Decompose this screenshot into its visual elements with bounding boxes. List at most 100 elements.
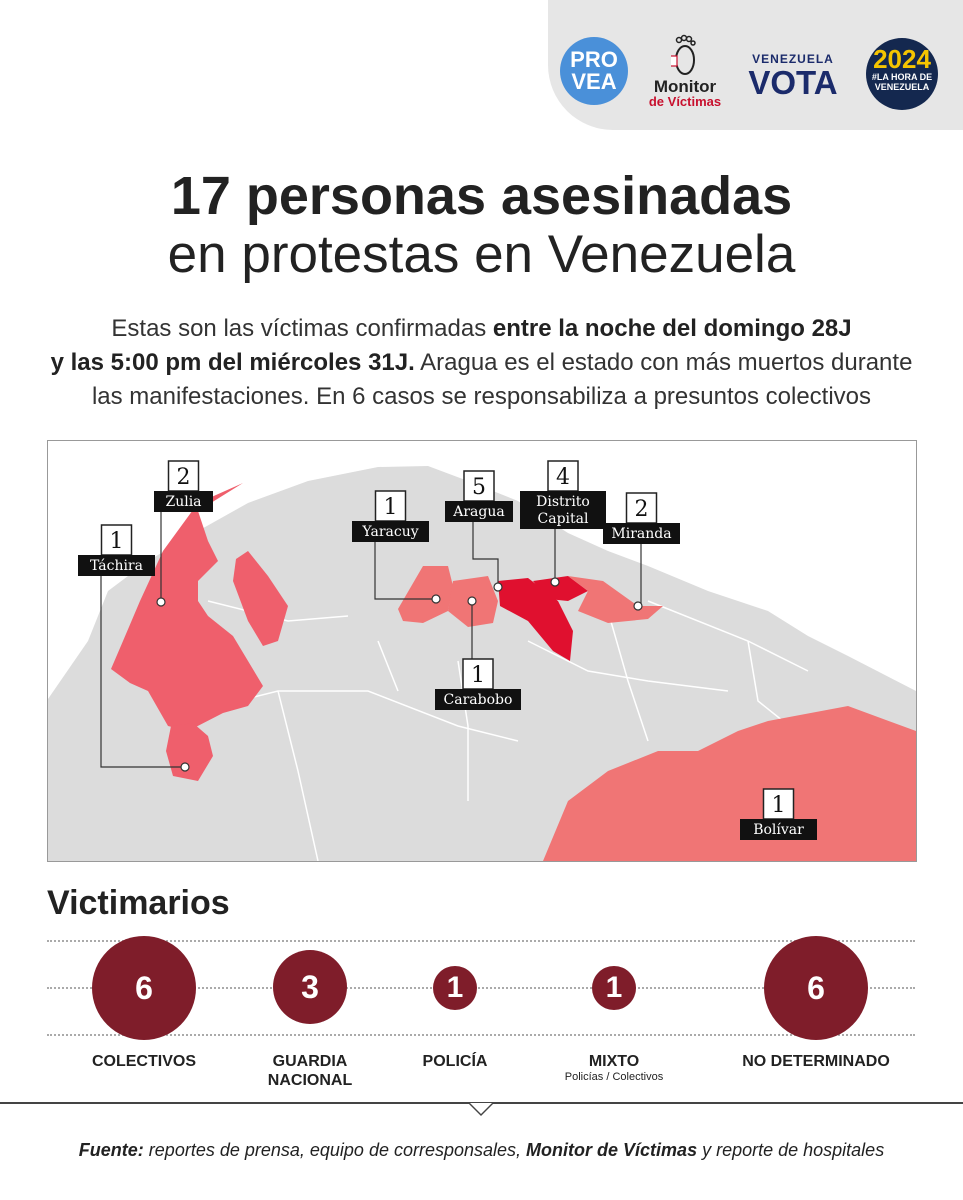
state-name: Capital bbox=[538, 511, 589, 527]
source-text2: y reporte de hospitales bbox=[697, 1140, 885, 1160]
dotted-line-top bbox=[47, 940, 915, 942]
state-marker-dot bbox=[633, 601, 643, 611]
state-marker-dot bbox=[550, 577, 560, 587]
victimario-label-guardia: GUARDIA NACIONAL bbox=[230, 1052, 390, 1090]
intro-bold1: entre la noche del domingo 28J bbox=[492, 315, 852, 342]
state-name: Táchira bbox=[90, 558, 143, 574]
state-count: 1 bbox=[110, 529, 124, 554]
headline-line1: 17 personas asesinadas bbox=[170, 166, 793, 226]
leader-line bbox=[472, 521, 499, 587]
victimario-sublabel: Policías / Colectivos bbox=[564, 1071, 664, 1083]
state-name: Miranda bbox=[611, 526, 671, 542]
vv-logo-line1: VENEZUELA bbox=[752, 52, 834, 66]
provea-logo-line1: PRO bbox=[570, 47, 618, 72]
state-count: 2 bbox=[177, 465, 191, 490]
state-marker-dot bbox=[431, 594, 441, 604]
state-name-box bbox=[154, 491, 213, 512]
state-name: Aragua bbox=[452, 504, 504, 520]
dotted-line-middle bbox=[47, 987, 915, 989]
state-distrito-capital bbox=[533, 576, 588, 601]
dotted-line-bottom bbox=[47, 1034, 915, 1036]
source-label: Fuente: bbox=[78, 1140, 144, 1160]
state-count-box bbox=[100, 524, 133, 556]
logo-bar: PRO VEA Monitor de Víctimas VENEZUELA VO… bbox=[548, 0, 963, 130]
hora-logo-year: 2024 bbox=[873, 44, 931, 74]
monitor-logo-line2: de Víctimas bbox=[648, 94, 722, 109]
state-count: 4 bbox=[556, 465, 570, 490]
victimario-label-colectivos: COLECTIVOS bbox=[64, 1052, 224, 1071]
state-marker-dot bbox=[467, 596, 477, 606]
headline-line2: en protestas en Venezuela bbox=[167, 225, 796, 284]
source-note: Fuente: reportes de prensa, equipo de co… bbox=[0, 1140, 963, 1161]
state-name-box bbox=[435, 689, 521, 710]
state-bolivar bbox=[543, 706, 916, 861]
state-name: Bolívar bbox=[753, 822, 804, 838]
state-count: 5 bbox=[472, 475, 486, 500]
map-markers: 2Zulia1Táchira1Yaracuy5Aragua4DistritoCa… bbox=[78, 460, 817, 840]
vv-logo-line2: VOTA bbox=[748, 64, 838, 101]
state-count: 1 bbox=[471, 663, 485, 688]
state-name-box bbox=[520, 491, 606, 529]
state-zulia bbox=[111, 483, 263, 731]
state-name: Carabobo bbox=[444, 692, 513, 708]
hora-logo-line2: #LA HORA DE bbox=[871, 72, 933, 82]
monitor-victimas-logo: Monitor de Víctimas bbox=[644, 34, 726, 114]
footprint-icon bbox=[671, 34, 696, 75]
divider-notch-inner bbox=[470, 1103, 492, 1114]
victimario-label-line2: NACIONAL bbox=[267, 1072, 353, 1089]
state-name: Zulia bbox=[165, 494, 201, 510]
victimario-label-mixto: MIXTO Policías / Colectivos bbox=[534, 1052, 694, 1084]
victimario-label: COLECTIVOS bbox=[91, 1053, 196, 1070]
victimario-label-policia: POLICÍA bbox=[375, 1052, 535, 1071]
monitor-logo-line1: Monitor bbox=[653, 77, 717, 96]
state-name-box bbox=[740, 819, 817, 840]
victimario-label: POLICÍA bbox=[422, 1053, 488, 1070]
state-marker-dot bbox=[180, 762, 190, 772]
state-name-box bbox=[352, 521, 429, 542]
victimario-label-line1: GUARDIA bbox=[272, 1053, 348, 1070]
state-falcon-peninsula bbox=[233, 551, 288, 646]
source-text1: reportes de prensa, equipo de correspons… bbox=[143, 1140, 527, 1160]
leader-line bbox=[374, 541, 436, 600]
state-yaracuy bbox=[398, 566, 453, 623]
provea-logo-line2: VEA bbox=[571, 69, 617, 94]
state-name-box bbox=[603, 523, 680, 544]
victimario-label: NO DETERMINADO bbox=[742, 1053, 890, 1070]
intro-bold2: y las 5:00 pm del miércoles 31J. bbox=[50, 349, 415, 376]
intro-part3: las manifestaciones. En 6 casos se respo… bbox=[91, 383, 872, 410]
hora-logo-line3: VENEZUELA bbox=[874, 82, 930, 92]
victimario-count-circle: 6 bbox=[764, 936, 868, 1040]
state-marker-dot bbox=[493, 582, 503, 592]
state-count: 2 bbox=[635, 497, 649, 522]
victimario-count-circle: 1 bbox=[592, 966, 636, 1010]
victimario-count-circle: 3 bbox=[273, 950, 347, 1024]
state-count-box bbox=[463, 470, 495, 502]
state-name-box bbox=[445, 501, 513, 522]
leader-line bbox=[100, 575, 185, 768]
state-name: Yaracuy bbox=[361, 524, 418, 540]
state-count: 1 bbox=[772, 793, 786, 818]
state-count-box bbox=[167, 460, 200, 492]
state-name: Distrito bbox=[536, 494, 590, 510]
source-bold: Monitor de Víctimas bbox=[526, 1140, 698, 1160]
state-marker-dot bbox=[156, 597, 166, 607]
venezuela-map: 2 Zulia 1 Táchira 1 Yaracuy 5 Aragua 4 Distrito Ca… bbox=[47, 440, 917, 862]
victimario-count-circle: 6 bbox=[92, 936, 196, 1040]
victimario-label: MIXTO bbox=[588, 1053, 640, 1070]
state-count-box bbox=[762, 788, 795, 820]
victimario-label-no-determinado: NO DETERMINADO bbox=[716, 1052, 916, 1071]
intro-part1: Estas son las víctimas confirmadas bbox=[111, 315, 493, 342]
intro-text: Estas son las víctimas confirmadas entre… bbox=[20, 312, 943, 414]
venezuela-vota-logo: VENEZUELA VOTA bbox=[738, 52, 848, 100]
map-svg: 2Zulia1Táchira1Yaracuy5Aragua4DistritoCa… bbox=[48, 441, 916, 861]
provea-logo: PRO VEA bbox=[560, 37, 628, 105]
intro-part2: Aragua es el estado con más muertos dura… bbox=[414, 349, 913, 376]
hora-de-venezuela-logo: 2024 #LA HORA DE VENEZUELA bbox=[866, 38, 938, 110]
state-count-box bbox=[625, 492, 658, 524]
state-count: 1 bbox=[384, 495, 398, 520]
victimarios-title: Victimarios bbox=[47, 884, 230, 922]
state-miranda bbox=[568, 576, 663, 623]
victimario-count-circle: 1 bbox=[433, 966, 477, 1010]
state-count-box bbox=[374, 490, 407, 522]
state-name-box bbox=[78, 555, 155, 576]
